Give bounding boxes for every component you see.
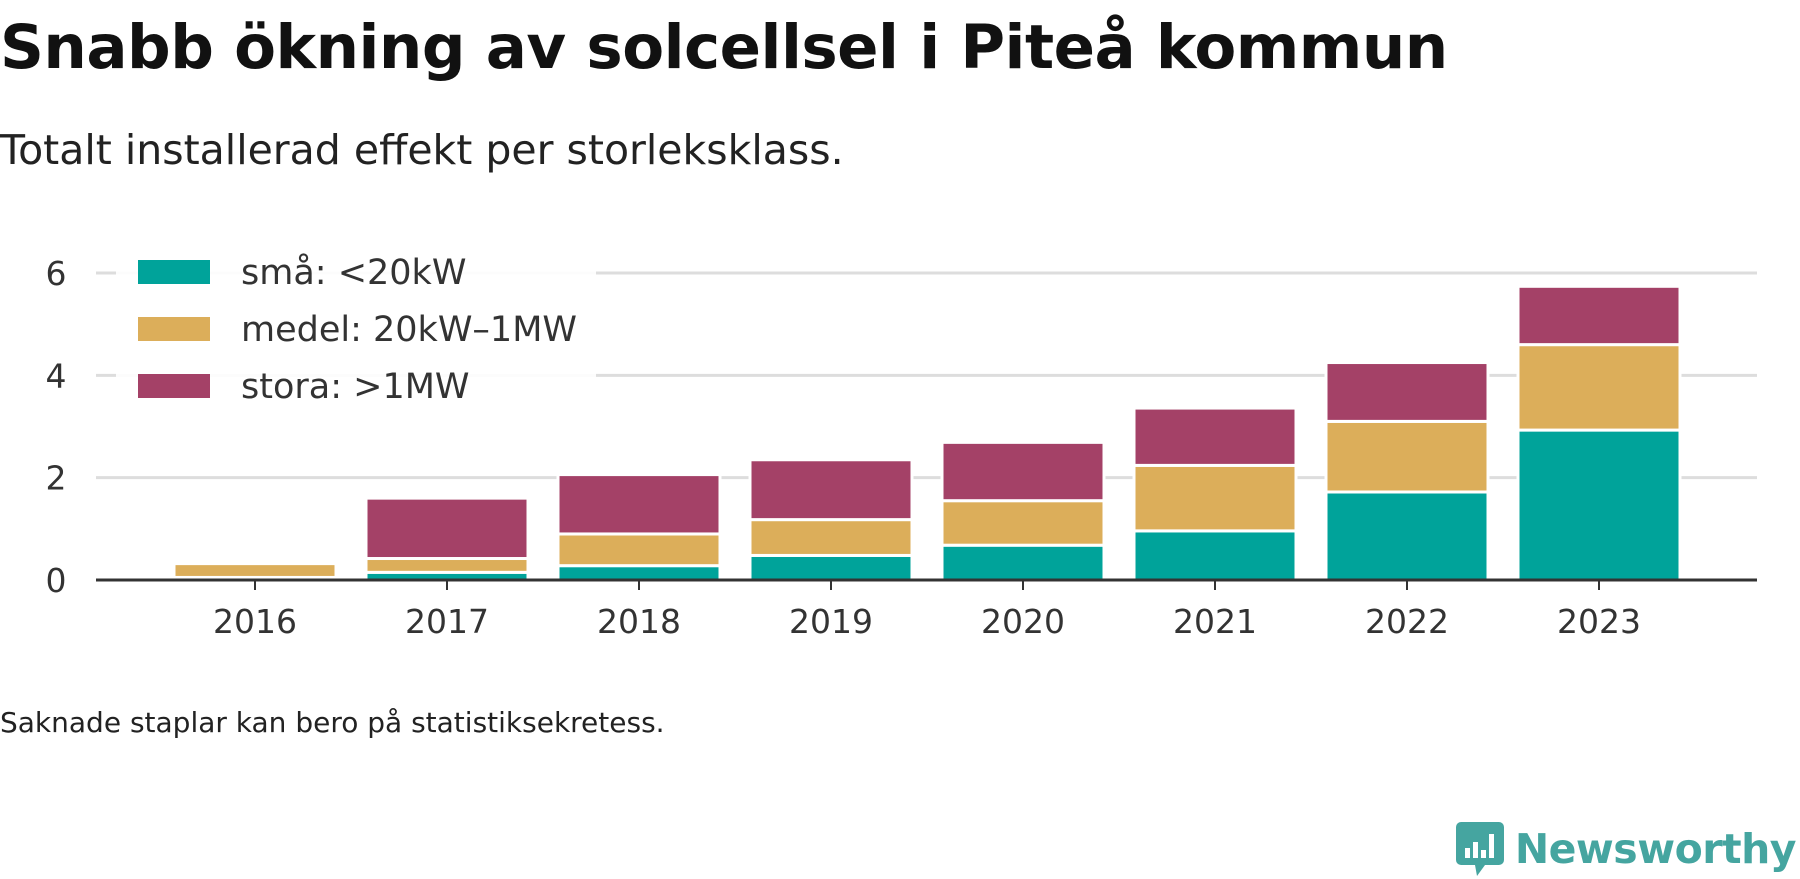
x-tick-label-2017: 2017 bbox=[405, 602, 489, 641]
bar-2018-series-2 bbox=[556, 473, 722, 536]
bar-2023-series-0 bbox=[1516, 428, 1682, 582]
x-tick-label-2020: 2020 bbox=[981, 602, 1065, 641]
legend-swatch-0 bbox=[138, 260, 210, 284]
stacked-bar-chart: 0 2 4 6 2016 2017 2018 2019 2020 2021 2022 2023 sm… bbox=[46, 241, 1757, 641]
bar-2022-series-1 bbox=[1324, 419, 1490, 494]
y-tick-label-0: 0 bbox=[46, 561, 67, 600]
bar-2021-series-0 bbox=[1132, 529, 1298, 582]
bar-2017-series-1 bbox=[364, 557, 530, 574]
legend: små: <20kW medel: 20kW–1MW stora: >1MW bbox=[116, 241, 596, 411]
bar-2021-series-1 bbox=[1132, 463, 1298, 533]
bar-2020-series-0 bbox=[940, 543, 1106, 582]
y-tick-label-2: 2 bbox=[46, 459, 67, 498]
bar-2019-series-0 bbox=[748, 553, 914, 582]
x-tick-label-2021: 2021 bbox=[1173, 602, 1257, 641]
bar-2017-series-2 bbox=[364, 496, 530, 561]
bar-2023-series-2 bbox=[1516, 284, 1682, 347]
bar-2023-series-1 bbox=[1516, 343, 1682, 432]
bar-2022-series-0 bbox=[1324, 490, 1490, 582]
newsworthy-logo-icon bbox=[1455, 822, 1504, 876]
x-tick-label-2019: 2019 bbox=[789, 602, 873, 641]
x-axis-ticks: 2016 2017 2018 2019 2020 2021 2022 2023 bbox=[213, 602, 1641, 641]
bar-2019-series-1 bbox=[748, 518, 914, 557]
bars bbox=[172, 284, 1682, 582]
chart-title: Snabb ökning av solcellsel i Piteå kommu… bbox=[0, 12, 1448, 83]
legend-label-1: medel: 20kW–1MW bbox=[241, 310, 577, 350]
bar-2020-series-1 bbox=[940, 499, 1106, 547]
footnote: Saknade staplar kan bero på statistiksek… bbox=[0, 706, 665, 739]
newsworthy-logo: Newsworthy bbox=[1455, 820, 1797, 878]
legend-swatch-2 bbox=[138, 374, 210, 398]
x-tick-label-2016: 2016 bbox=[213, 602, 297, 641]
x-axis bbox=[96, 578, 1757, 590]
bar-2022-series-2 bbox=[1324, 361, 1490, 423]
bar-2018-series-1 bbox=[556, 532, 722, 568]
bar-2018-series-0 bbox=[556, 564, 722, 582]
bar-2016-series-1 bbox=[172, 562, 338, 579]
y-tick-label-4: 4 bbox=[46, 356, 67, 395]
chart-subtitle: Totalt installerad effekt per storlekskl… bbox=[0, 126, 844, 174]
y-tick-label-6: 6 bbox=[46, 254, 67, 293]
legend-label-0: små: <20kW bbox=[241, 252, 466, 293]
legend-label-2: stora: >1MW bbox=[241, 367, 470, 407]
bar-2019-series-2 bbox=[748, 458, 914, 522]
legend-swatch-1 bbox=[138, 317, 210, 341]
x-tick-label-2022: 2022 bbox=[1365, 602, 1449, 641]
newsworthy-logo-text: Newsworthy bbox=[1514, 825, 1797, 873]
bar-2021-series-2 bbox=[1132, 406, 1298, 467]
y-axis-ticks: 0 2 4 6 bbox=[46, 254, 67, 600]
x-tick-label-2018: 2018 bbox=[597, 602, 681, 641]
bar-2020-series-2 bbox=[940, 440, 1106, 503]
x-tick-label-2023: 2023 bbox=[1557, 602, 1641, 641]
